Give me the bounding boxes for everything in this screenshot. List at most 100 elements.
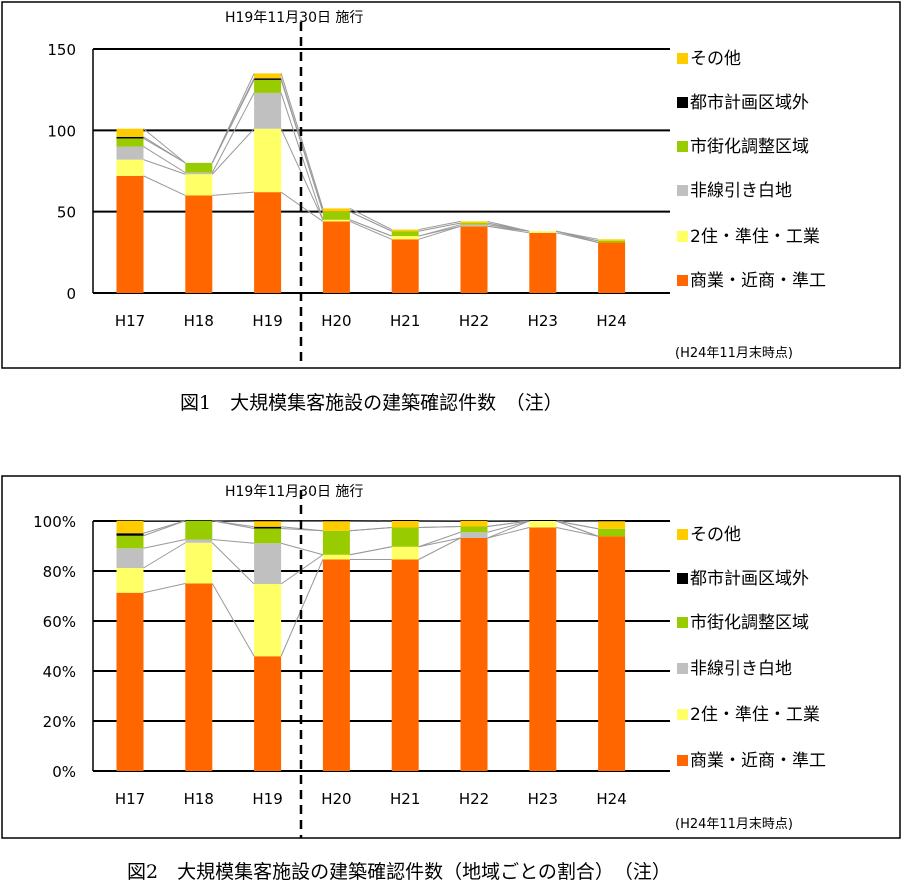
chart1-bar-segment — [391, 229, 419, 232]
chart2-series-connector — [418, 531, 461, 548]
chart2-series-connector — [143, 520, 186, 534]
chart2-bar-segment — [391, 521, 419, 528]
chart1-legend-swatch — [677, 97, 688, 108]
chart2-frame — [1, 475, 901, 839]
chart2-xtick-label: H18 — [184, 790, 214, 808]
chart2-bar-segment — [116, 520, 144, 534]
chart1-enforcement-annotation: H19年11月30日 施行 — [225, 10, 363, 26]
chart1-bar-segment — [116, 159, 144, 176]
chart2-legend-label: 非線引き白地 — [690, 659, 792, 679]
chart1-bar-segment — [185, 162, 213, 173]
chart2-xtick-label: H17 — [115, 790, 145, 808]
chart2-legend-label: 2住・準住・工業 — [690, 705, 820, 725]
chart2-bar-segment — [254, 526, 282, 529]
chart1-bar-segment — [116, 128, 144, 137]
chart1-series-connector — [349, 219, 392, 237]
chart2-bar-segment — [254, 543, 282, 584]
chart2-legend-label: 市街化調整区域 — [690, 613, 809, 633]
chart2-bar-segment — [460, 532, 488, 538]
chart1-bar-segment — [185, 195, 213, 293]
chart2-legend-swatch — [677, 573, 688, 584]
chart1-series-connector — [211, 73, 255, 164]
chart1-bar-segment — [116, 175, 144, 293]
chart2-legend-swatch — [677, 663, 688, 674]
chart2-bar-segment — [116, 548, 144, 568]
chart1-series-connector — [418, 222, 461, 232]
chart1-bar-segment — [529, 231, 557, 233]
chart1-bar-segment — [322, 219, 350, 222]
chart2-series-connector — [487, 527, 530, 539]
chart2-series-connector — [143, 539, 186, 549]
chart1-legend-swatch — [677, 53, 688, 64]
chart2-legend-label: 都市計画区域外 — [690, 569, 809, 589]
chart2-legend-swatch — [677, 617, 688, 628]
chart1-bar-segment — [460, 224, 488, 227]
chart1-bar-segment — [460, 221, 488, 224]
chart2-bar-segment — [529, 527, 557, 771]
chart1-series-connector — [143, 146, 186, 174]
chart2-date-note: (H24年11月末時点) — [675, 817, 793, 832]
chart2-bar-segment — [391, 546, 419, 560]
chart2-series-connector — [418, 526, 461, 528]
chart2-bar-segment — [460, 538, 488, 771]
chart2-ytick-label: 40% — [43, 663, 76, 681]
chart1-legend-swatch — [677, 231, 688, 242]
chart2-xtick-label: H23 — [528, 790, 558, 808]
chart2-series-connector — [556, 527, 599, 537]
chart2-series-connector — [143, 542, 186, 569]
chart1-legend-label: 市街化調整区域 — [690, 137, 809, 157]
chart2-bar-segment — [116, 568, 144, 593]
chart1-bar-segment — [598, 240, 626, 243]
chart1-bar-segment — [185, 174, 213, 196]
chart2-ytick-label: 20% — [43, 713, 76, 731]
chart1-series-connector — [212, 191, 255, 196]
chart2-series-connector — [418, 537, 461, 560]
chart2-series-connector — [212, 520, 255, 522]
chart1-series-connector — [349, 207, 392, 231]
chart2-bar-segment — [254, 584, 282, 657]
chart2-bar-segment — [254, 528, 282, 544]
chart2-series-connector — [487, 520, 530, 533]
chart2-legend-swatch — [677, 709, 688, 720]
chart2-bar-segment — [254, 521, 282, 527]
chart1-series-connector — [418, 225, 461, 240]
chart2-series-connector — [487, 520, 530, 527]
chart1-xtick-label: H21 — [390, 312, 420, 330]
chart1-series-connector — [349, 220, 392, 240]
chart1-ytick-label: 150 — [47, 41, 76, 59]
chart1-series-connector — [280, 92, 324, 220]
chart1-legend-label: 都市計画区域外 — [690, 93, 809, 113]
chart2-bar-segment — [391, 559, 419, 771]
chart1-bar-segment — [254, 128, 282, 193]
chart1-legend-swatch — [677, 141, 688, 152]
chart2-bar-segment — [460, 526, 488, 533]
chart2-bar-segment — [185, 583, 213, 771]
chart2-bar-segment — [116, 592, 144, 771]
chart1-series-connector — [143, 128, 186, 164]
chart2-xtick-label: H24 — [596, 790, 626, 808]
chart2-series-connector — [212, 539, 255, 544]
chart1-xtick-label: H17 — [115, 312, 145, 330]
chart1-series-connector — [143, 136, 186, 164]
chart2-series-connector — [211, 583, 255, 657]
chart1-xtick-label: H24 — [596, 312, 626, 330]
chart1-series-connector — [143, 159, 186, 175]
chart1-xtick-label: H22 — [459, 312, 489, 330]
chart1-bar-segment — [391, 236, 419, 240]
chart1-bar-segment — [116, 138, 144, 147]
chart2-legend-swatch — [677, 529, 688, 540]
chart1-bar-segment — [322, 208, 350, 212]
chart2-xtick-label: H22 — [459, 790, 489, 808]
chart2-ytick-label: 60% — [43, 613, 76, 631]
chart2-bar-segment — [598, 536, 626, 771]
chart2-bar-segment — [185, 542, 213, 584]
chart1-series-connector — [556, 230, 599, 240]
chart2-series-connector — [349, 546, 392, 556]
chart1-series-connector — [487, 220, 530, 232]
chart2-bar-segment — [598, 528, 626, 537]
chart2-xtick-label: H21 — [390, 790, 420, 808]
chart1-legend-label: 非線引き白地 — [690, 181, 792, 201]
chart2-legend-swatch — [677, 755, 688, 766]
chart1-ytick-label: 50 — [57, 204, 76, 222]
